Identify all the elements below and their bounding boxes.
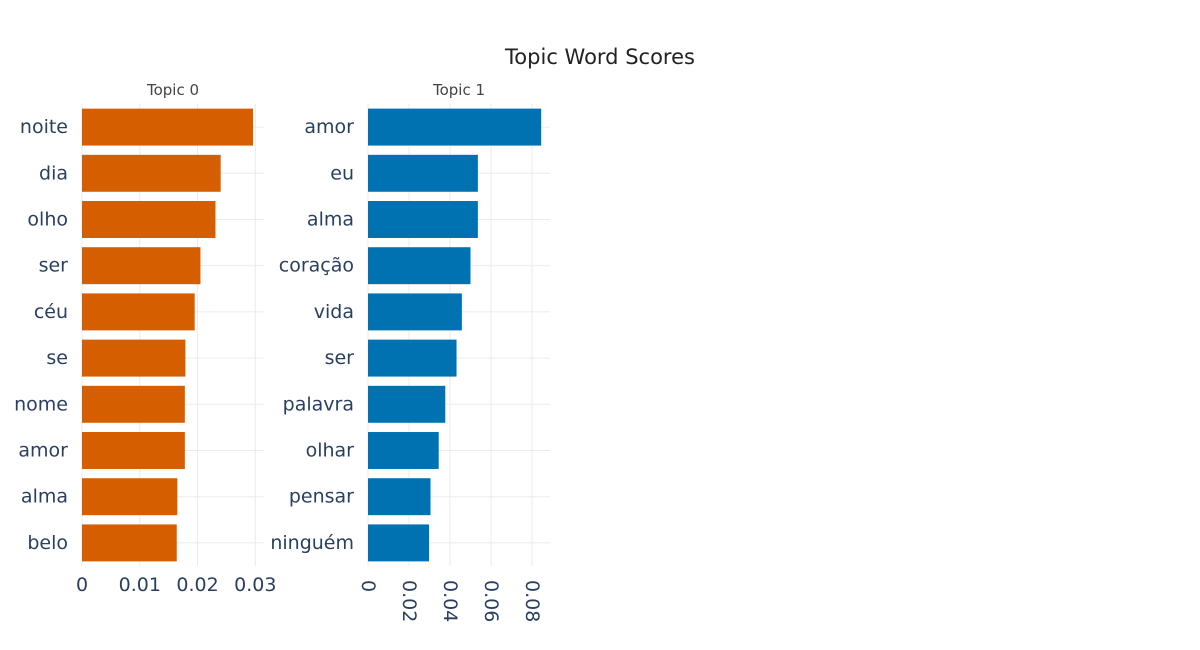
- category-label-0-7: amor: [18, 440, 68, 462]
- bar-topic-0-olho: [82, 201, 216, 238]
- x-tick-label-0-2: 0.02: [176, 574, 218, 596]
- x-tick-label-1-0: 0: [357, 580, 379, 592]
- bar-topic-0-alma: [82, 478, 178, 516]
- category-label-0-9: belo: [27, 532, 68, 554]
- category-label-0-2: olho: [27, 209, 68, 231]
- x-tick-label-0-1: 0.01: [119, 574, 161, 596]
- x-tick-label-1-1: 0.02: [398, 580, 420, 622]
- x-tick-label-0-3: 0.03: [234, 574, 276, 596]
- category-label-1-7: olhar: [306, 440, 355, 462]
- bar-topic-1-ninguém: [368, 524, 430, 562]
- bar-topic-0-nome: [82, 385, 185, 423]
- x-tick-label-1-4: 0.08: [521, 580, 543, 622]
- bar-topic-1-palavra: [368, 385, 446, 423]
- category-label-0-0: noite: [20, 116, 68, 138]
- category-label-0-5: se: [46, 347, 68, 369]
- bar-topic-1-pensar: [368, 478, 431, 516]
- bar-topic-1-eu: [368, 154, 478, 192]
- category-label-0-1: dia: [39, 162, 68, 184]
- panel-topic-0: Topic 0 noite dia olho ser céu se nome amor alma…: [14, 81, 276, 596]
- bar-topic-0-ser: [82, 247, 201, 285]
- category-label-0-6: nome: [14, 393, 68, 415]
- category-label-1-4: vida: [314, 301, 354, 323]
- category-label-1-2: alma: [307, 209, 354, 231]
- bar-topic-1-olhar: [368, 432, 439, 469]
- bar-topic-0-noite: [82, 108, 254, 146]
- bar-topic-0-céu: [82, 293, 195, 331]
- category-label-1-8: pensar: [289, 486, 354, 508]
- category-label-1-9: ninguém: [270, 532, 354, 554]
- category-label-1-0: amor: [304, 116, 354, 138]
- bar-topic-1-ser: [368, 339, 457, 377]
- panel-topic-1: Topic 1 amor eu alma coração vida ser palavra o…: [270, 81, 550, 622]
- bar-topic-1-vida: [368, 293, 462, 331]
- x-tick-label-1-2: 0.04: [439, 580, 461, 622]
- bar-topic-1-alma: [368, 201, 478, 238]
- category-label-1-6: palavra: [283, 393, 354, 415]
- chart-title: Topic Word Scores: [504, 45, 695, 69]
- panel-subtitle-topic-0: Topic 0: [146, 81, 199, 99]
- bar-topic-0-se: [82, 339, 186, 377]
- category-label-0-4: céu: [34, 301, 68, 323]
- panel-subtitle-topic-1: Topic 1: [432, 81, 485, 99]
- x-tick-label-0-0: 0: [76, 574, 88, 596]
- category-label-0-8: alma: [21, 486, 68, 508]
- bar-topic-0-amor: [82, 432, 185, 469]
- bar-topic-1-amor: [368, 108, 542, 146]
- x-tick-label-1-3: 0.06: [480, 580, 502, 622]
- bar-topic-1-coração: [368, 247, 471, 285]
- category-label-1-1: eu: [330, 162, 354, 184]
- bar-topic-0-belo: [82, 524, 177, 562]
- category-label-1-5: ser: [325, 347, 355, 369]
- bar-topic-0-dia: [82, 154, 221, 192]
- category-label-1-3: coração: [279, 255, 354, 277]
- category-label-0-3: ser: [39, 255, 69, 277]
